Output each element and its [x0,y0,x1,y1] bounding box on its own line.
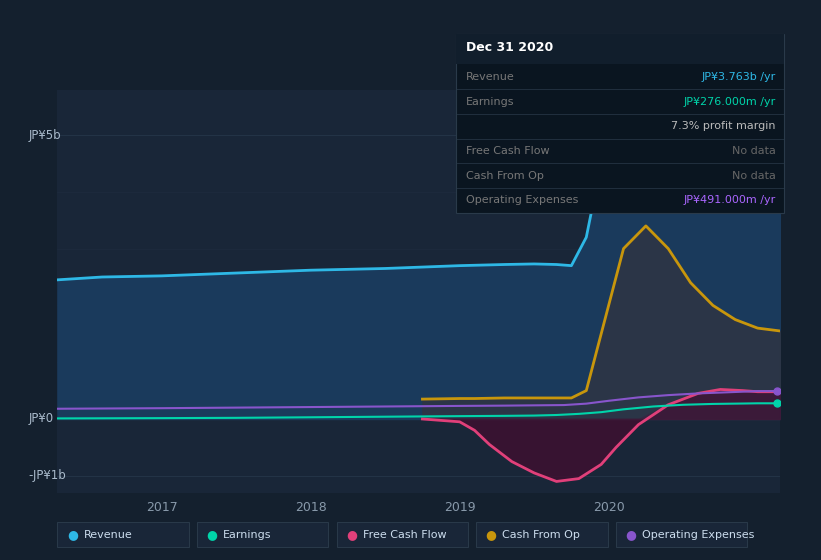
Text: ●: ● [625,528,636,542]
Text: Free Cash Flow: Free Cash Flow [363,530,447,540]
Text: Earnings: Earnings [223,530,272,540]
Text: JP¥3.763b /yr: JP¥3.763b /yr [702,72,776,82]
Text: Revenue: Revenue [84,530,132,540]
Text: Dec 31 2020: Dec 31 2020 [466,41,553,54]
Text: JP¥276.000m /yr: JP¥276.000m /yr [684,96,776,106]
Text: Cash From Op: Cash From Op [502,530,580,540]
Text: No data: No data [732,171,776,181]
Text: Earnings: Earnings [466,96,514,106]
Text: Cash From Op: Cash From Op [466,171,544,181]
Text: ●: ● [206,528,218,542]
Text: No data: No data [732,146,776,156]
Text: Free Cash Flow: Free Cash Flow [466,146,549,156]
Text: Revenue: Revenue [466,72,514,82]
Text: JP¥0: JP¥0 [29,413,53,426]
Text: ●: ● [485,528,497,542]
Text: JP¥491.000m /yr: JP¥491.000m /yr [684,195,776,206]
Text: ●: ● [346,528,357,542]
Text: 7.3% profit margin: 7.3% profit margin [672,121,776,131]
Text: JP¥5b: JP¥5b [29,129,62,142]
Text: -JP¥1b: -JP¥1b [29,469,67,482]
Text: ●: ● [67,528,78,542]
Text: Operating Expenses: Operating Expenses [466,195,578,206]
Text: Operating Expenses: Operating Expenses [642,530,754,540]
